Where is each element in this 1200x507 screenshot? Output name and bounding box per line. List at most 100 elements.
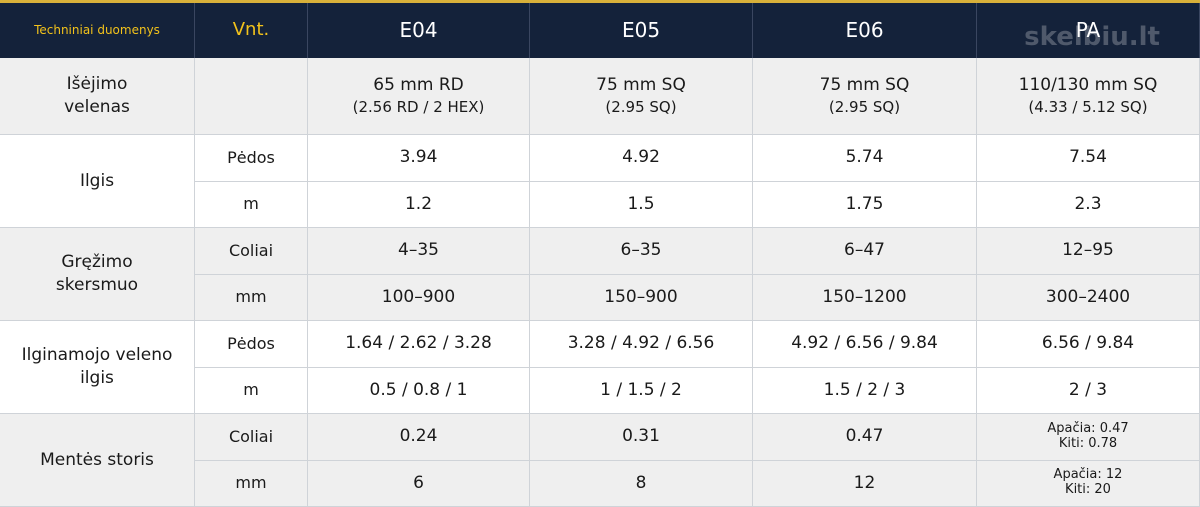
header-cell: Techniniai duomenys [0,3,195,58]
value-text: 75 mm SQ [596,75,686,96]
value-cell: 12 [753,460,977,507]
value-cell: 6 [308,460,530,507]
header-cell: E04 [308,3,530,58]
value-text: 12–95 [1062,240,1114,261]
value-text: 110/130 mm SQ [1018,75,1158,96]
header-cell: PA [977,3,1200,58]
top-rule [0,0,1200,3]
value-cell: 3.28 / 4.92 / 6.56 [530,321,753,368]
header-text: PA [1075,18,1101,42]
value-cell: 0.47 [753,414,977,461]
unit-cell: m [195,367,308,414]
value-cell: 1.5 / 2 / 3 [753,367,977,414]
group-label-line: skersmuo [55,275,139,295]
value-cell: 110/130 mm SQ (4.33 / 5.12 SQ) [977,58,1200,135]
value-text: 0.24 [399,426,438,447]
value-cell: 100–900 [308,274,530,321]
value-cell: 1 / 1.5 / 2 [530,367,753,414]
value-cell: 1.75 [753,181,977,228]
unit-cell: Pėdos [195,321,308,368]
value-text: 65 mm RD [373,75,464,96]
group-label-line: Mentės storis [40,449,154,470]
value-text: 1.5 [627,193,655,214]
value-text: 8 [635,472,647,493]
value-text: 1.64 / 2.62 / 3.28 [345,333,492,354]
unit-text: Coliai [228,426,274,446]
value-cell: Apačia: 0.47 Kiti: 0.78 [977,414,1200,461]
unit-cell: Coliai [195,228,308,275]
unit-text: m [243,380,259,400]
value-cell: 4.92 / 6.56 / 9.84 [753,321,977,368]
header-text: Techniniai duomenys [34,23,160,38]
header-cell: Vnt. [195,3,308,58]
value-text: (2.56 RD / 2 HEX) [352,98,485,117]
unit-text: m [243,194,259,214]
watermark: skelbiu.lt [1024,22,1160,52]
value-text: 75 mm SQ [819,75,910,96]
value-text: 1.5 / 2 / 3 [823,379,906,400]
unit-cell: Coliai [195,414,308,461]
value-cell: 5.74 [753,135,977,182]
value-text: 6 [413,472,424,493]
value-cell: 65 mm RD (2.56 RD / 2 HEX) [308,58,530,135]
value-cell: 7.54 [977,135,1200,182]
unit-text: Pėdos [227,147,275,167]
value-text: 7.54 [1069,147,1107,168]
group-label: Gręžimo skersmuo [0,228,195,321]
value-text: 300–2400 [1045,286,1131,307]
unit-cell: Pėdos [195,135,308,182]
value-text: 4–35 [398,240,439,261]
value-text: 4.92 / 6.56 / 9.84 [791,333,938,354]
value-text: 0.47 [845,426,884,447]
group-label-line: Ilgis [79,170,115,191]
value-text: 1.2 [404,193,433,214]
unit-text: Coliai [228,240,274,260]
header-cell: E06 [753,3,977,58]
value-cell: 150–1200 [753,274,977,321]
value-text: 150–900 [604,286,678,307]
value-cell: 1.64 / 2.62 / 3.28 [308,321,530,368]
group-label: Išėjimo velenas [0,58,195,135]
value-text: 6–35 [620,240,662,261]
value-cell: 1.2 [308,181,530,228]
value-cell: 1.5 [530,181,753,228]
unit-cell: mm [195,460,308,507]
value-text: (2.95 SQ) [605,98,677,117]
value-cell: 3.94 [308,135,530,182]
value-text: 1 / 1.5 / 2 [600,379,682,400]
value-cell: 6.56 / 9.84 [977,321,1200,368]
value-text: 3.28 / 4.92 / 6.56 [567,333,715,354]
group-label: Ilginamojo veleno ilgis [0,321,195,414]
header-cell: E05 [530,3,753,58]
value-text: 3.94 [399,147,438,168]
group-label: Ilgis [0,135,195,228]
value-cell: 0.5 / 0.8 / 1 [308,367,530,414]
value-text: 6–47 [844,240,885,261]
group-label: Mentės storis [0,414,195,507]
unit-cell [195,58,308,135]
value-text: 2.3 [1074,193,1102,214]
value-text: 5.74 [845,147,884,168]
header-text: E04 [399,18,438,42]
value-cell: 4.92 [530,135,753,182]
value-text: 6.56 / 9.84 [1041,333,1135,354]
value-cell: 0.31 [530,414,753,461]
value-cell: 300–2400 [977,274,1200,321]
value-text: 4.92 [622,147,660,168]
group-label-line: ilgis [80,368,114,388]
header-text: E06 [845,18,884,42]
unit-cell: m [195,181,308,228]
value-cell: 150–900 [530,274,753,321]
header-text: Vnt. [232,19,270,41]
value-cell: 6–47 [753,228,977,275]
value-cell: 75 mm SQ (2.95 SQ) [530,58,753,135]
value-cell: 12–95 [977,228,1200,275]
group-label-line: Ilginamojo veleno [21,345,173,366]
header-text: E05 [621,18,661,42]
value-cell: 2.3 [977,181,1200,228]
group-label-line: Gręžimo [61,252,133,273]
value-cell: Apačia: 12 Kiti: 20 [977,460,1200,507]
value-text: (2.95 SQ) [828,98,901,117]
value-text: Kiti: 20 [1065,482,1111,498]
